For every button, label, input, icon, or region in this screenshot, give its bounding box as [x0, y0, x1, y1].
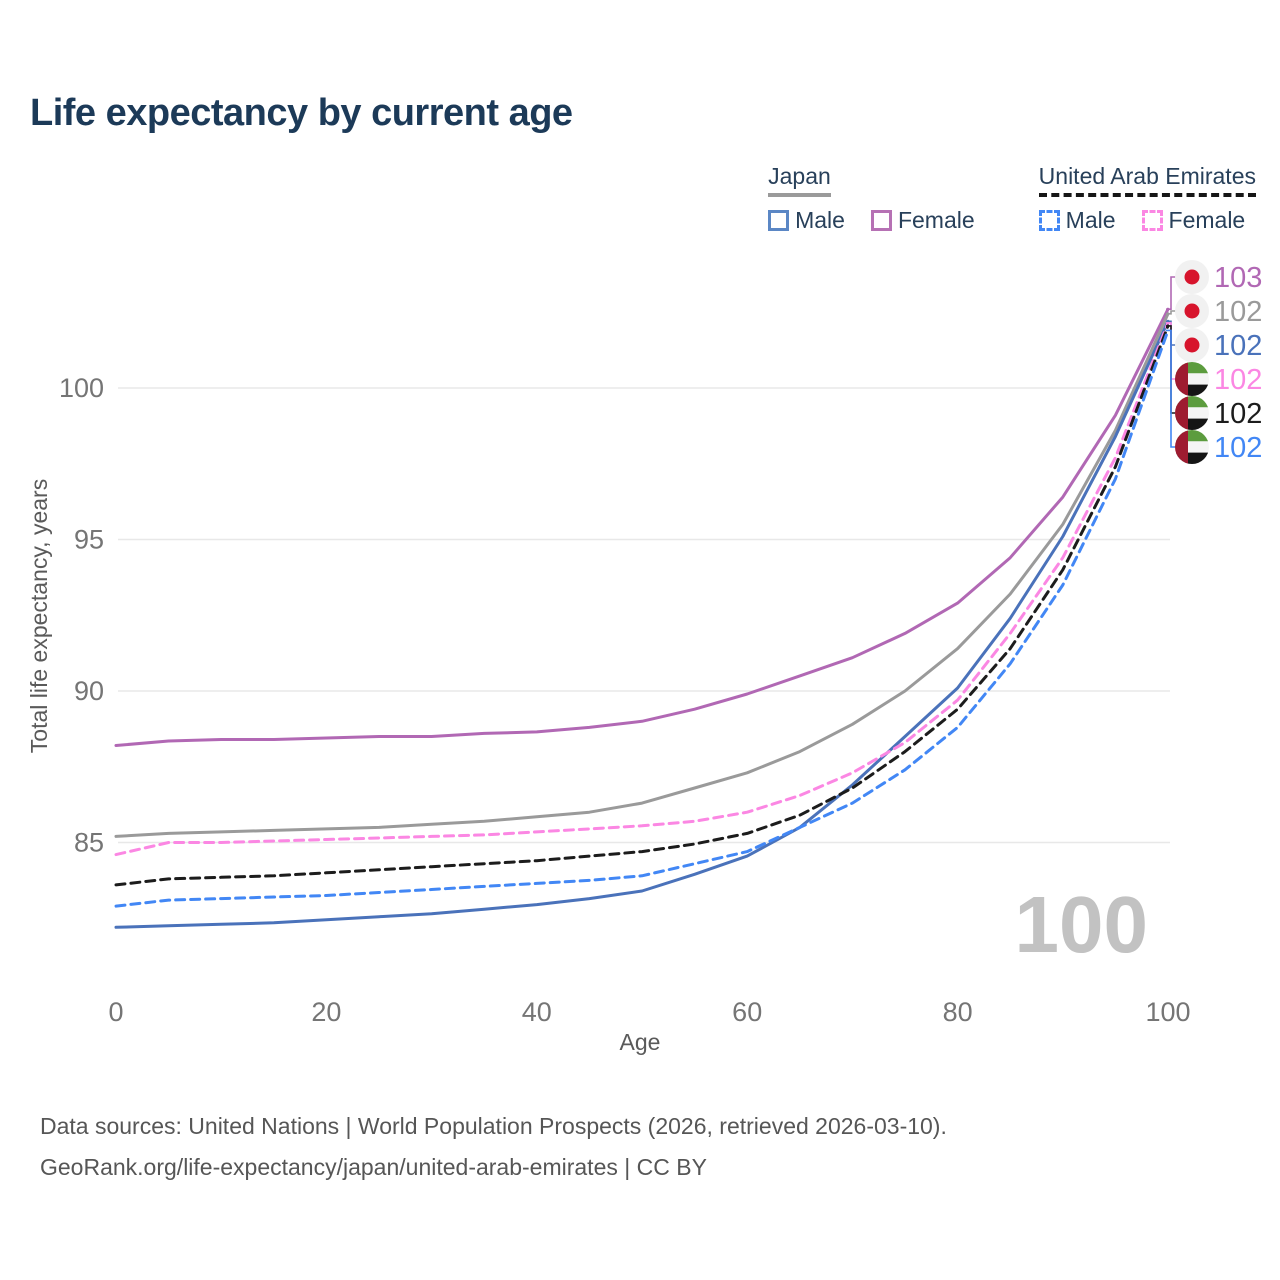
series-line-5[interactable] — [114, 328, 1170, 908]
end-label-connector-1 — [1166, 310, 1176, 315]
japan-flag-dot-icon — [1184, 303, 1200, 319]
y-tick-label-90: 90 — [74, 676, 104, 706]
uae-flag-icon — [1175, 362, 1209, 396]
series-line-0[interactable] — [114, 307, 1170, 747]
japan-flag-icon — [1175, 294, 1209, 328]
end-value-label-4: 102 — [1214, 398, 1262, 430]
x-tick-label-100: 100 — [1145, 997, 1190, 1027]
legend-header-uae: United Arab Emirates — [1038, 163, 1256, 197]
page-title: Life expectancy by current age — [30, 92, 573, 134]
legend-label-japan-female: Female — [897, 207, 975, 233]
uae-male-line-swatch-icon — [1038, 210, 1060, 231]
japan-male-line-swatch-icon — [768, 210, 790, 231]
x-tick-label-60: 60 — [732, 997, 762, 1027]
x-tick-label-40: 40 — [522, 997, 552, 1027]
uae-flag-icon — [1175, 430, 1209, 464]
age-watermark: 100 — [1015, 880, 1148, 969]
legend-header-japan: Japan — [768, 163, 831, 197]
uae-female-line-swatch-icon — [1141, 210, 1163, 231]
legend-label-japan-male: Male — [795, 207, 845, 233]
legend-item-japan-female[interactable]: Female — [870, 207, 975, 234]
y-tick-label-95: 95 — [74, 525, 104, 555]
series-line-3[interactable] — [114, 321, 1170, 857]
legend-label-uae-female: Female — [1168, 207, 1246, 233]
legend-item-uae-female[interactable]: Female — [1141, 207, 1246, 234]
x-tick-label-80: 80 — [943, 997, 973, 1027]
series-line-1[interactable] — [114, 312, 1170, 838]
end-value-label-0: 103 — [1214, 262, 1262, 294]
japan-flag-icon — [1175, 328, 1209, 362]
end-label-connector-0 — [1166, 276, 1176, 310]
footer: Data sources: United Nations | World Pop… — [40, 1106, 947, 1189]
legend-group-uae: United Arab Emirates Male Female — [1038, 163, 1256, 234]
series-line-2[interactable] — [114, 319, 1170, 929]
footer-data-sources: Data sources: United Nations | World Pop… — [40, 1113, 947, 1139]
legend-label-uae-male: Male — [1065, 207, 1116, 233]
end-label-connector-4 — [1166, 325, 1176, 414]
end-value-label-3: 102 — [1214, 364, 1262, 396]
legend-group-japan: Japan Male Female — [768, 163, 975, 234]
x-axis-title: Age — [620, 1029, 661, 1055]
end-value-label-1: 102 — [1214, 296, 1262, 328]
end-label-connector-2 — [1166, 320, 1176, 346]
uae-flag-icon — [1175, 396, 1209, 430]
y-axis-title: Total life expectancy, years — [26, 479, 52, 753]
japan-flag-dot-icon — [1184, 337, 1200, 353]
footer-attribution: GeoRank.org/life-expectancy/japan/united… — [40, 1154, 707, 1181]
end-label-connector-5 — [1166, 329, 1176, 448]
y-tick-label-100: 100 — [59, 373, 104, 403]
y-tick-label-85: 85 — [74, 828, 104, 858]
end-label-connector-3 — [1166, 322, 1176, 380]
legend-item-japan-male[interactable]: Male — [768, 207, 845, 234]
series-line-4[interactable] — [114, 324, 1170, 887]
end-value-label-5: 102 — [1214, 432, 1262, 464]
legend: Japan Male Female United Arab Emirates M… — [768, 163, 1256, 234]
x-tick-label-0: 0 — [108, 997, 123, 1027]
legend-item-uae-male[interactable]: Male — [1038, 207, 1116, 234]
end-value-label-2: 102 — [1214, 330, 1262, 362]
x-tick-label-20: 20 — [311, 997, 341, 1027]
japan-female-line-swatch-icon — [870, 210, 892, 231]
japan-flag-dot-icon — [1184, 269, 1200, 285]
japan-flag-icon — [1175, 260, 1209, 294]
